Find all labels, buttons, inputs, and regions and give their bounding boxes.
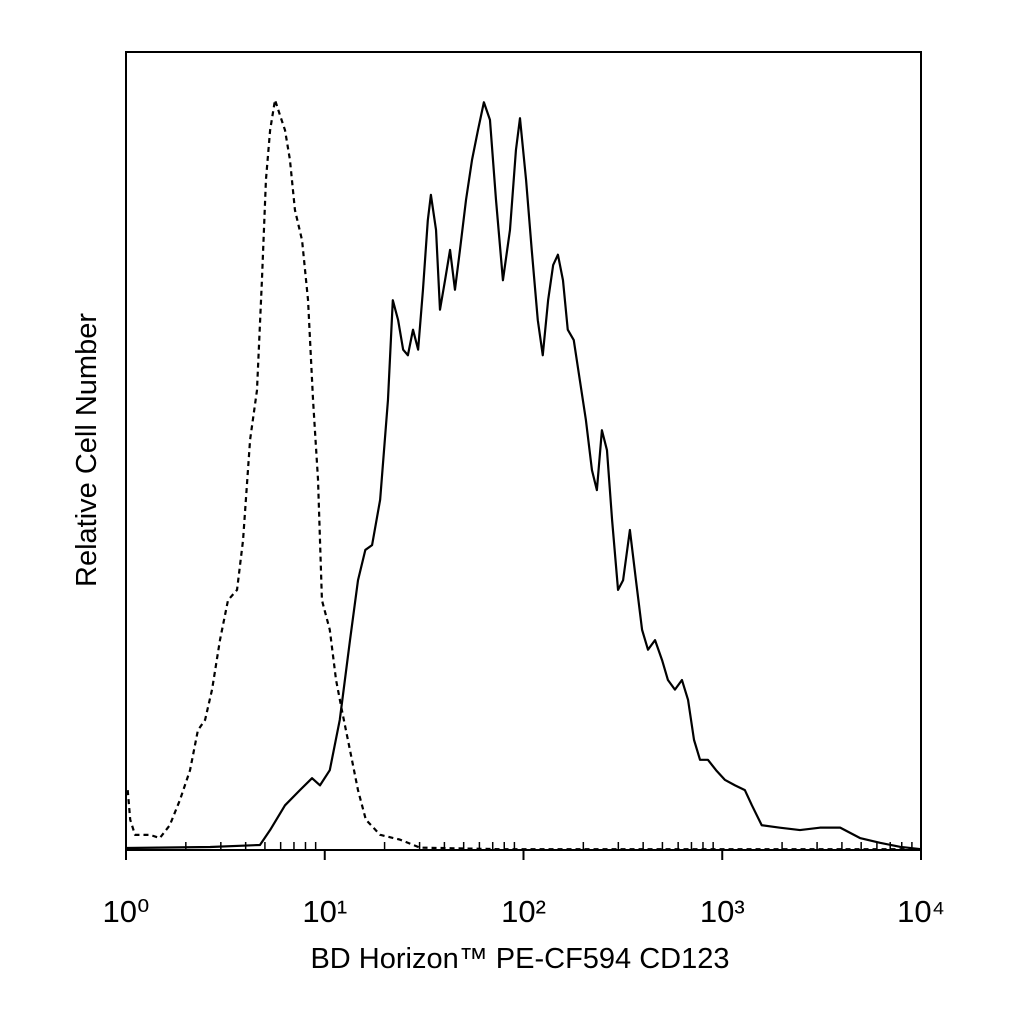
x-tick-label: 10³ <box>700 894 745 929</box>
histogram-line <box>125 101 922 851</box>
x-axis-label: BD Horizon™ PE-CF594 CD123 <box>310 943 729 975</box>
y-axis-label: Relative Cell Number <box>71 313 103 587</box>
histogram-line <box>126 98 921 851</box>
x-tick-label: 10⁰ <box>103 894 150 929</box>
x-tick-label: 10² <box>501 894 546 929</box>
x-tick-label: 10⁴ <box>897 894 945 929</box>
x-tick-label: 10¹ <box>302 894 347 929</box>
plot-frame <box>125 51 922 851</box>
